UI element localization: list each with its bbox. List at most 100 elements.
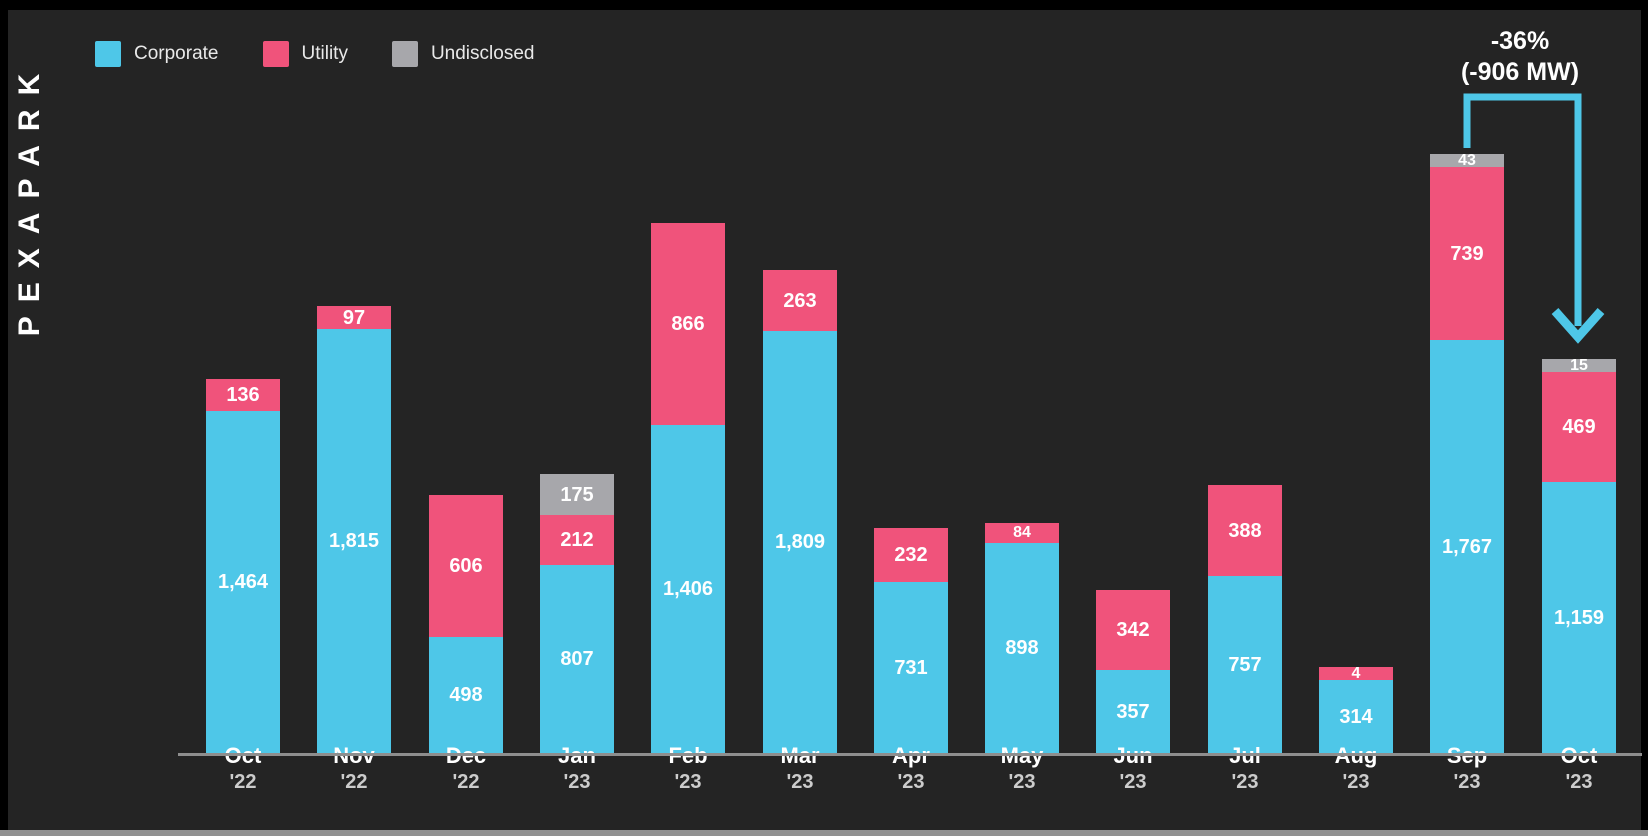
legend-label-utility: Utility <box>301 43 348 64</box>
segment-utility: 388 <box>1208 485 1282 576</box>
segment-utility: 469 <box>1542 372 1616 482</box>
segment-corporate: 757 <box>1208 576 1282 753</box>
x-axis-line <box>178 753 1642 756</box>
value-label: 731 <box>894 656 928 679</box>
value-label: 1,464 <box>217 571 269 593</box>
value-label: 15 <box>1570 356 1588 374</box>
category-label: Apr'23 <box>856 742 966 794</box>
segment-corporate: 1,809 <box>763 331 837 753</box>
legend-label-corporate: Corporate <box>134 43 219 64</box>
value-label: 212 <box>560 529 594 551</box>
bar-jul-23: 388 757 <box>1208 485 1282 753</box>
segment-utility: 97 <box>317 306 391 329</box>
legend-item-utility: Utility <box>262 41 348 67</box>
segment-utility: 739 <box>1430 167 1504 340</box>
value-label: 136 <box>226 384 260 406</box>
segment-undisclosed: 15 <box>1542 356 1616 374</box>
bar-jun-23: 342 357 <box>1096 590 1170 753</box>
frame-border-left <box>0 0 8 836</box>
category-year: '23 <box>786 770 814 793</box>
segment-utility: 136 <box>206 379 280 411</box>
category-year: '22 <box>452 770 480 793</box>
category-label: Oct'23 <box>1524 742 1634 794</box>
segment-corporate: 314 <box>1319 680 1393 753</box>
bar-aug-23: 4 314 <box>1319 664 1393 753</box>
value-label: 739 <box>1450 242 1484 265</box>
category-label: Mar'23 <box>745 742 855 794</box>
category-label: May'23 <box>967 742 1077 794</box>
category-year: '23 <box>897 770 925 793</box>
category-label: Aug'23 <box>1301 742 1411 794</box>
legend-swatch-undisclosed <box>391 41 418 67</box>
legend-item-corporate: Corporate <box>95 41 219 67</box>
chart-legend: Corporate Utility Undisclosed <box>95 41 534 67</box>
value-label: 97 <box>342 306 366 329</box>
value-label: 807 <box>560 648 594 670</box>
category-year: '23 <box>1565 770 1593 793</box>
change-annotation: -36% (-906 MW) <box>1461 26 1579 87</box>
value-label: 1,815 <box>328 530 380 552</box>
legend-swatch-utility <box>262 41 289 67</box>
segment-corporate: 807 <box>540 565 614 753</box>
category-label: Dec'22 <box>411 742 521 794</box>
value-label: 606 <box>449 555 483 577</box>
segment-corporate: 357 <box>1096 670 1170 753</box>
frame-border-right <box>1641 0 1648 836</box>
segment-utility: 606 <box>429 495 503 637</box>
category-year: '23 <box>674 770 702 793</box>
segment-utility: 232 <box>874 528 948 582</box>
segment-corporate: 1,767 <box>1430 340 1504 753</box>
segment-corporate: 1,464 <box>206 411 280 753</box>
value-label: 898 <box>1005 637 1039 659</box>
legend-item-undisclosed: Undisclosed <box>391 41 535 67</box>
value-label: 84 <box>1013 524 1031 541</box>
segment-utility: 84 <box>985 523 1059 543</box>
segment-utility: 342 <box>1096 590 1170 670</box>
bar-oct-23: 15 469 1,159 <box>1542 356 1616 753</box>
segment-utility: 263 <box>763 270 837 331</box>
segment-undisclosed: 175 <box>540 474 614 515</box>
segment-corporate: 1,815 <box>317 329 391 753</box>
bar-oct-22: 136 1,464 <box>206 379 280 753</box>
category-year: '23 <box>1342 770 1370 793</box>
value-label: 175 <box>560 483 594 506</box>
category-year: '23 <box>1231 770 1259 793</box>
segment-corporate: 898 <box>985 543 1059 753</box>
category-year: '22 <box>229 770 257 793</box>
segment-utility: 212 <box>540 515 614 565</box>
bar-sep-23: 43 739 1,767 <box>1430 152 1504 753</box>
segment-corporate: 1,159 <box>1542 482 1616 753</box>
category-label: Jan'23 <box>522 742 632 794</box>
segment-corporate: 498 <box>429 637 503 753</box>
value-label: 1,809 <box>774 531 826 553</box>
category-year: '23 <box>1008 770 1036 793</box>
value-label: 1,406 <box>662 578 714 600</box>
category-label: Nov'22 <box>299 742 409 794</box>
value-label: 498 <box>449 684 483 706</box>
bar-dec-22: 606 498 <box>429 495 503 753</box>
segment-utility: 4 <box>1319 664 1393 682</box>
bottom-strip <box>0 830 1648 836</box>
value-label: 232 <box>894 544 928 566</box>
value-label: 4 <box>1351 664 1361 682</box>
category-year: '23 <box>563 770 591 793</box>
value-label: 357 <box>1116 700 1150 723</box>
legend-swatch-corporate <box>95 41 121 67</box>
value-label: 1,159 <box>1553 606 1605 629</box>
category-year: '22 <box>340 770 368 793</box>
bar-feb-23: 866 1,406 <box>651 223 725 753</box>
value-label: 314 <box>1339 705 1373 728</box>
category-year: '23 <box>1453 770 1481 793</box>
value-label: 263 <box>783 289 817 312</box>
legend-label-undisclosed: Undisclosed <box>430 43 535 64</box>
segment-corporate: 1,406 <box>651 425 725 753</box>
annotation-mw: (-906 MW) <box>1460 57 1580 86</box>
category-year: '23 <box>1119 770 1147 793</box>
segment-corporate: 731 <box>874 582 948 753</box>
segment-utility: 866 <box>651 223 725 425</box>
bar-apr-23: 232 731 <box>874 528 948 753</box>
value-label: 388 <box>1228 519 1262 542</box>
category-label: Sep'23 <box>1412 742 1522 794</box>
